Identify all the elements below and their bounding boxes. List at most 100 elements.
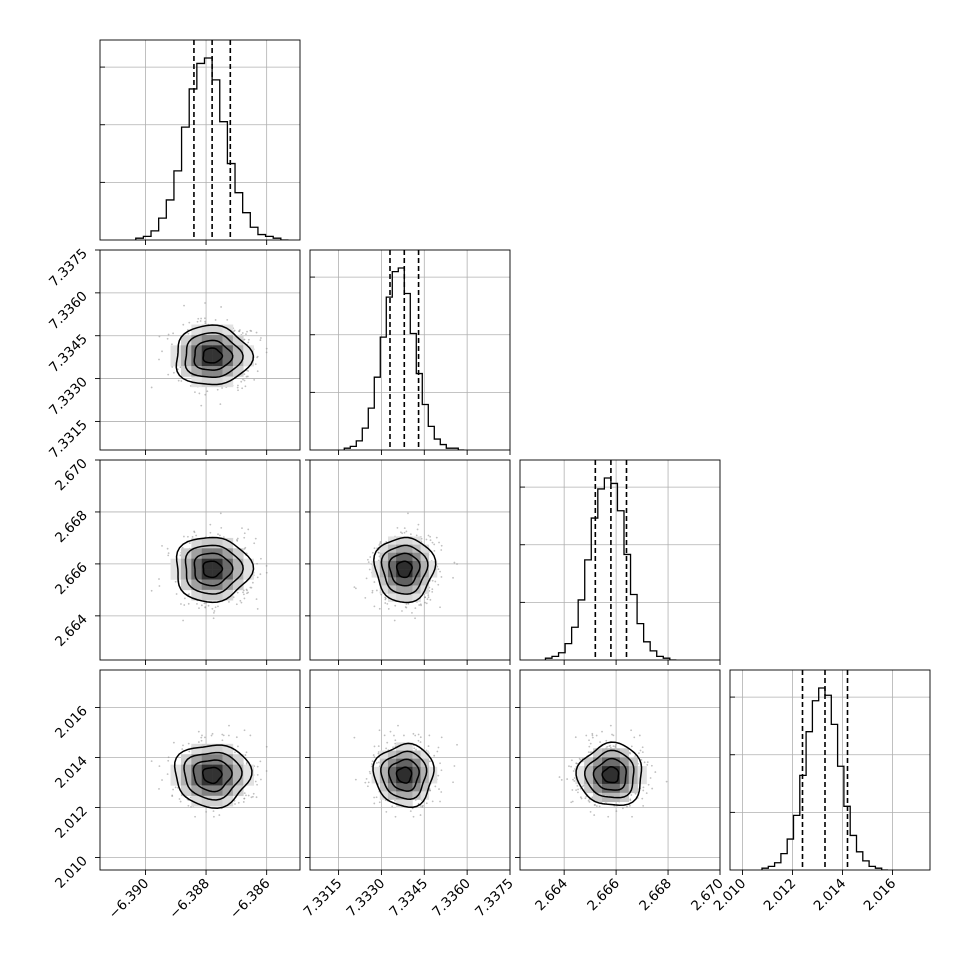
scatter-point [650,764,653,767]
scatter-point [439,762,441,765]
density-cell [396,750,405,759]
density-cell [170,345,182,357]
density-cell [232,764,244,776]
scatter-point [420,537,423,540]
scatter-point [649,777,652,779]
scatter-point [407,602,410,605]
scatter-point [247,794,250,797]
density-cell [404,569,413,578]
density-cell [637,775,647,785]
scatter-point [606,745,609,748]
scatter-point [222,536,225,539]
density-cell [379,560,389,570]
scatter-point [260,337,262,339]
scatter-point [221,733,224,736]
scatter-point [609,724,612,727]
scatter-point [383,734,386,737]
scatter-point [375,796,378,799]
panel-frame [99,669,301,871]
density-cell [584,766,594,776]
scatter-point [386,602,389,605]
scatter-point [200,404,203,407]
scatter-point [252,792,255,795]
density-cell [404,775,413,784]
density-cell [396,783,405,792]
scatter-point [247,370,250,372]
scatter-point [200,317,203,320]
scatter-point [213,611,215,614]
scatter-point [579,758,582,761]
density-cell [180,764,192,776]
scatter-point [394,745,397,748]
scatter-point [218,534,221,537]
density-cell [404,783,413,792]
panel-content [730,670,930,870]
density-cell [191,376,203,388]
scatter-point [167,756,170,759]
panel-content [520,460,720,660]
density-cell [420,544,430,554]
scatter-point [373,605,376,608]
scatter-point [247,528,250,531]
scatter-point [369,556,372,558]
density-cell [404,742,413,751]
density-cell [371,569,381,578]
scatter-point [188,542,191,545]
scatter-point [243,373,246,376]
panel-3-3: 2.010 2.012 2.014 2.016 [711,669,931,914]
density-cell [396,544,405,554]
scatter-point [182,323,185,326]
density-cell [404,577,413,586]
scatter-point [221,387,223,389]
scatter-point [380,593,383,596]
scatter-point [378,607,381,610]
scatter-point [415,534,418,537]
scatter-point [182,744,184,747]
scatter-point [220,526,223,529]
scatter-point [437,568,440,571]
ytick-label: 2.016 [52,703,91,742]
density-cell [222,764,234,776]
scatter-point [595,734,598,737]
contour-2 [183,751,243,801]
scatter-point [440,769,443,772]
scatter-point [575,762,578,765]
xtick-label: 7.3360 [429,876,474,921]
density-cell [396,577,405,586]
scatter-point [237,389,239,392]
density-cell [396,758,405,768]
contour-2 [584,749,635,799]
density-cell [584,775,594,785]
scatter-point [206,390,209,393]
density-cell [170,775,182,786]
scatter-point [199,320,202,322]
scatter-point [431,800,434,803]
scatter-point [591,732,594,735]
density-cell [243,764,254,776]
density-cell [428,560,438,570]
scatter-point [243,729,246,732]
scatter-point [204,320,207,323]
panel-frame [519,459,721,661]
scatter-point [150,589,153,592]
density-cell [396,775,405,784]
density-cell [232,548,244,560]
scatter-point [427,534,430,537]
density-cell [222,537,234,549]
scatter-point [213,610,216,612]
scatter-point [172,741,175,744]
density-cell [191,764,203,776]
scatter-point [242,801,245,803]
density-cell [222,795,234,807]
panel-2-0: 2.664 2.666 2.668 2.670 [52,456,301,665]
xtick-label: 2.668 [636,876,675,915]
ytick-label: 2.012 [52,803,91,842]
contour-1 [193,339,234,371]
scatter-point [194,391,196,394]
scatter-point [256,370,259,373]
density-cell [610,775,621,785]
scatter-point [631,815,633,818]
ytick-label: 2.668 [52,507,91,546]
scatter-point [598,805,601,808]
